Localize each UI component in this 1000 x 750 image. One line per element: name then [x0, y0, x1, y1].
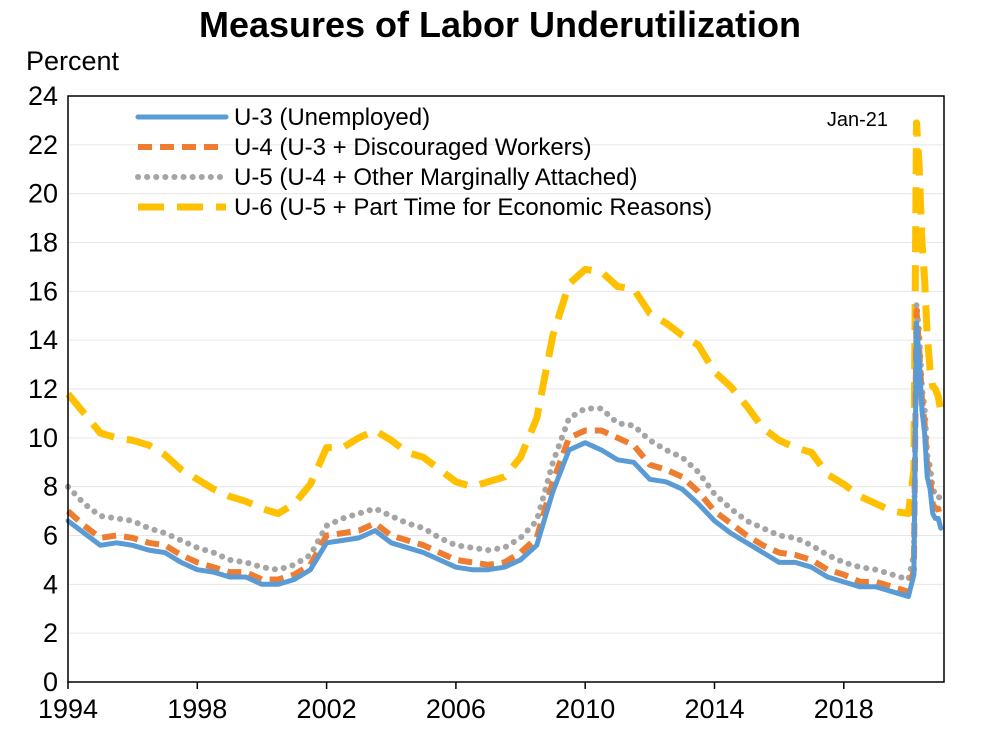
y-tick-label: 2: [43, 618, 58, 648]
y-tick-label: 22: [28, 130, 58, 160]
y-tick-label: 24: [28, 81, 58, 111]
y-axis-label: Percent: [26, 46, 120, 76]
legend-label-2: U-4 (U-3 + Discouraged Workers): [234, 134, 592, 161]
legend-label-1: U-3 (Unemployed): [234, 104, 430, 131]
x-tick-label: 2010: [555, 694, 615, 724]
x-tick-label: 2006: [426, 694, 486, 724]
x-tick-label: 2002: [297, 694, 357, 724]
x-tick-label: 1994: [38, 694, 98, 724]
x-tick-label: 2018: [814, 694, 874, 724]
y-tick-label: 16: [28, 276, 58, 306]
series-line-1: [65, 320, 944, 599]
y-tick-label: 8: [43, 472, 58, 502]
y-tick-label: 10: [28, 423, 58, 453]
x-tick-label: 1998: [167, 694, 227, 724]
y-tick-label: 6: [43, 521, 58, 551]
y-tick-label: 14: [28, 325, 58, 355]
y-tick-label: 18: [28, 228, 58, 258]
y-tick-label: 0: [43, 667, 58, 697]
series-line-4: [65, 119, 945, 517]
series-line-3: [65, 300, 944, 583]
legend: U-3 (Unemployed) U-4 (U-3 + Discouraged W…: [135, 104, 712, 221]
y-tick-label: 4: [43, 569, 58, 599]
y-tick-label: 12: [28, 374, 58, 404]
chart-title: Measures of Labor Underutilization: [198, 4, 802, 45]
x-tick-label: 2014: [684, 694, 744, 724]
legend-label-4: U-6 (U-5 + Part Time for Economic Reason…: [234, 194, 712, 221]
plot-frame: [67, 95, 945, 683]
date-annotation: Jan-21: [827, 109, 888, 131]
y-tick-label: 20: [28, 179, 58, 209]
series-lines: [65, 119, 945, 599]
x-tick-labels: 1994 1998 2002 2006 2010 2014 2018: [38, 682, 874, 724]
legend-label-3: U-5 (U-4 + Other Marginally Attached): [234, 164, 638, 191]
